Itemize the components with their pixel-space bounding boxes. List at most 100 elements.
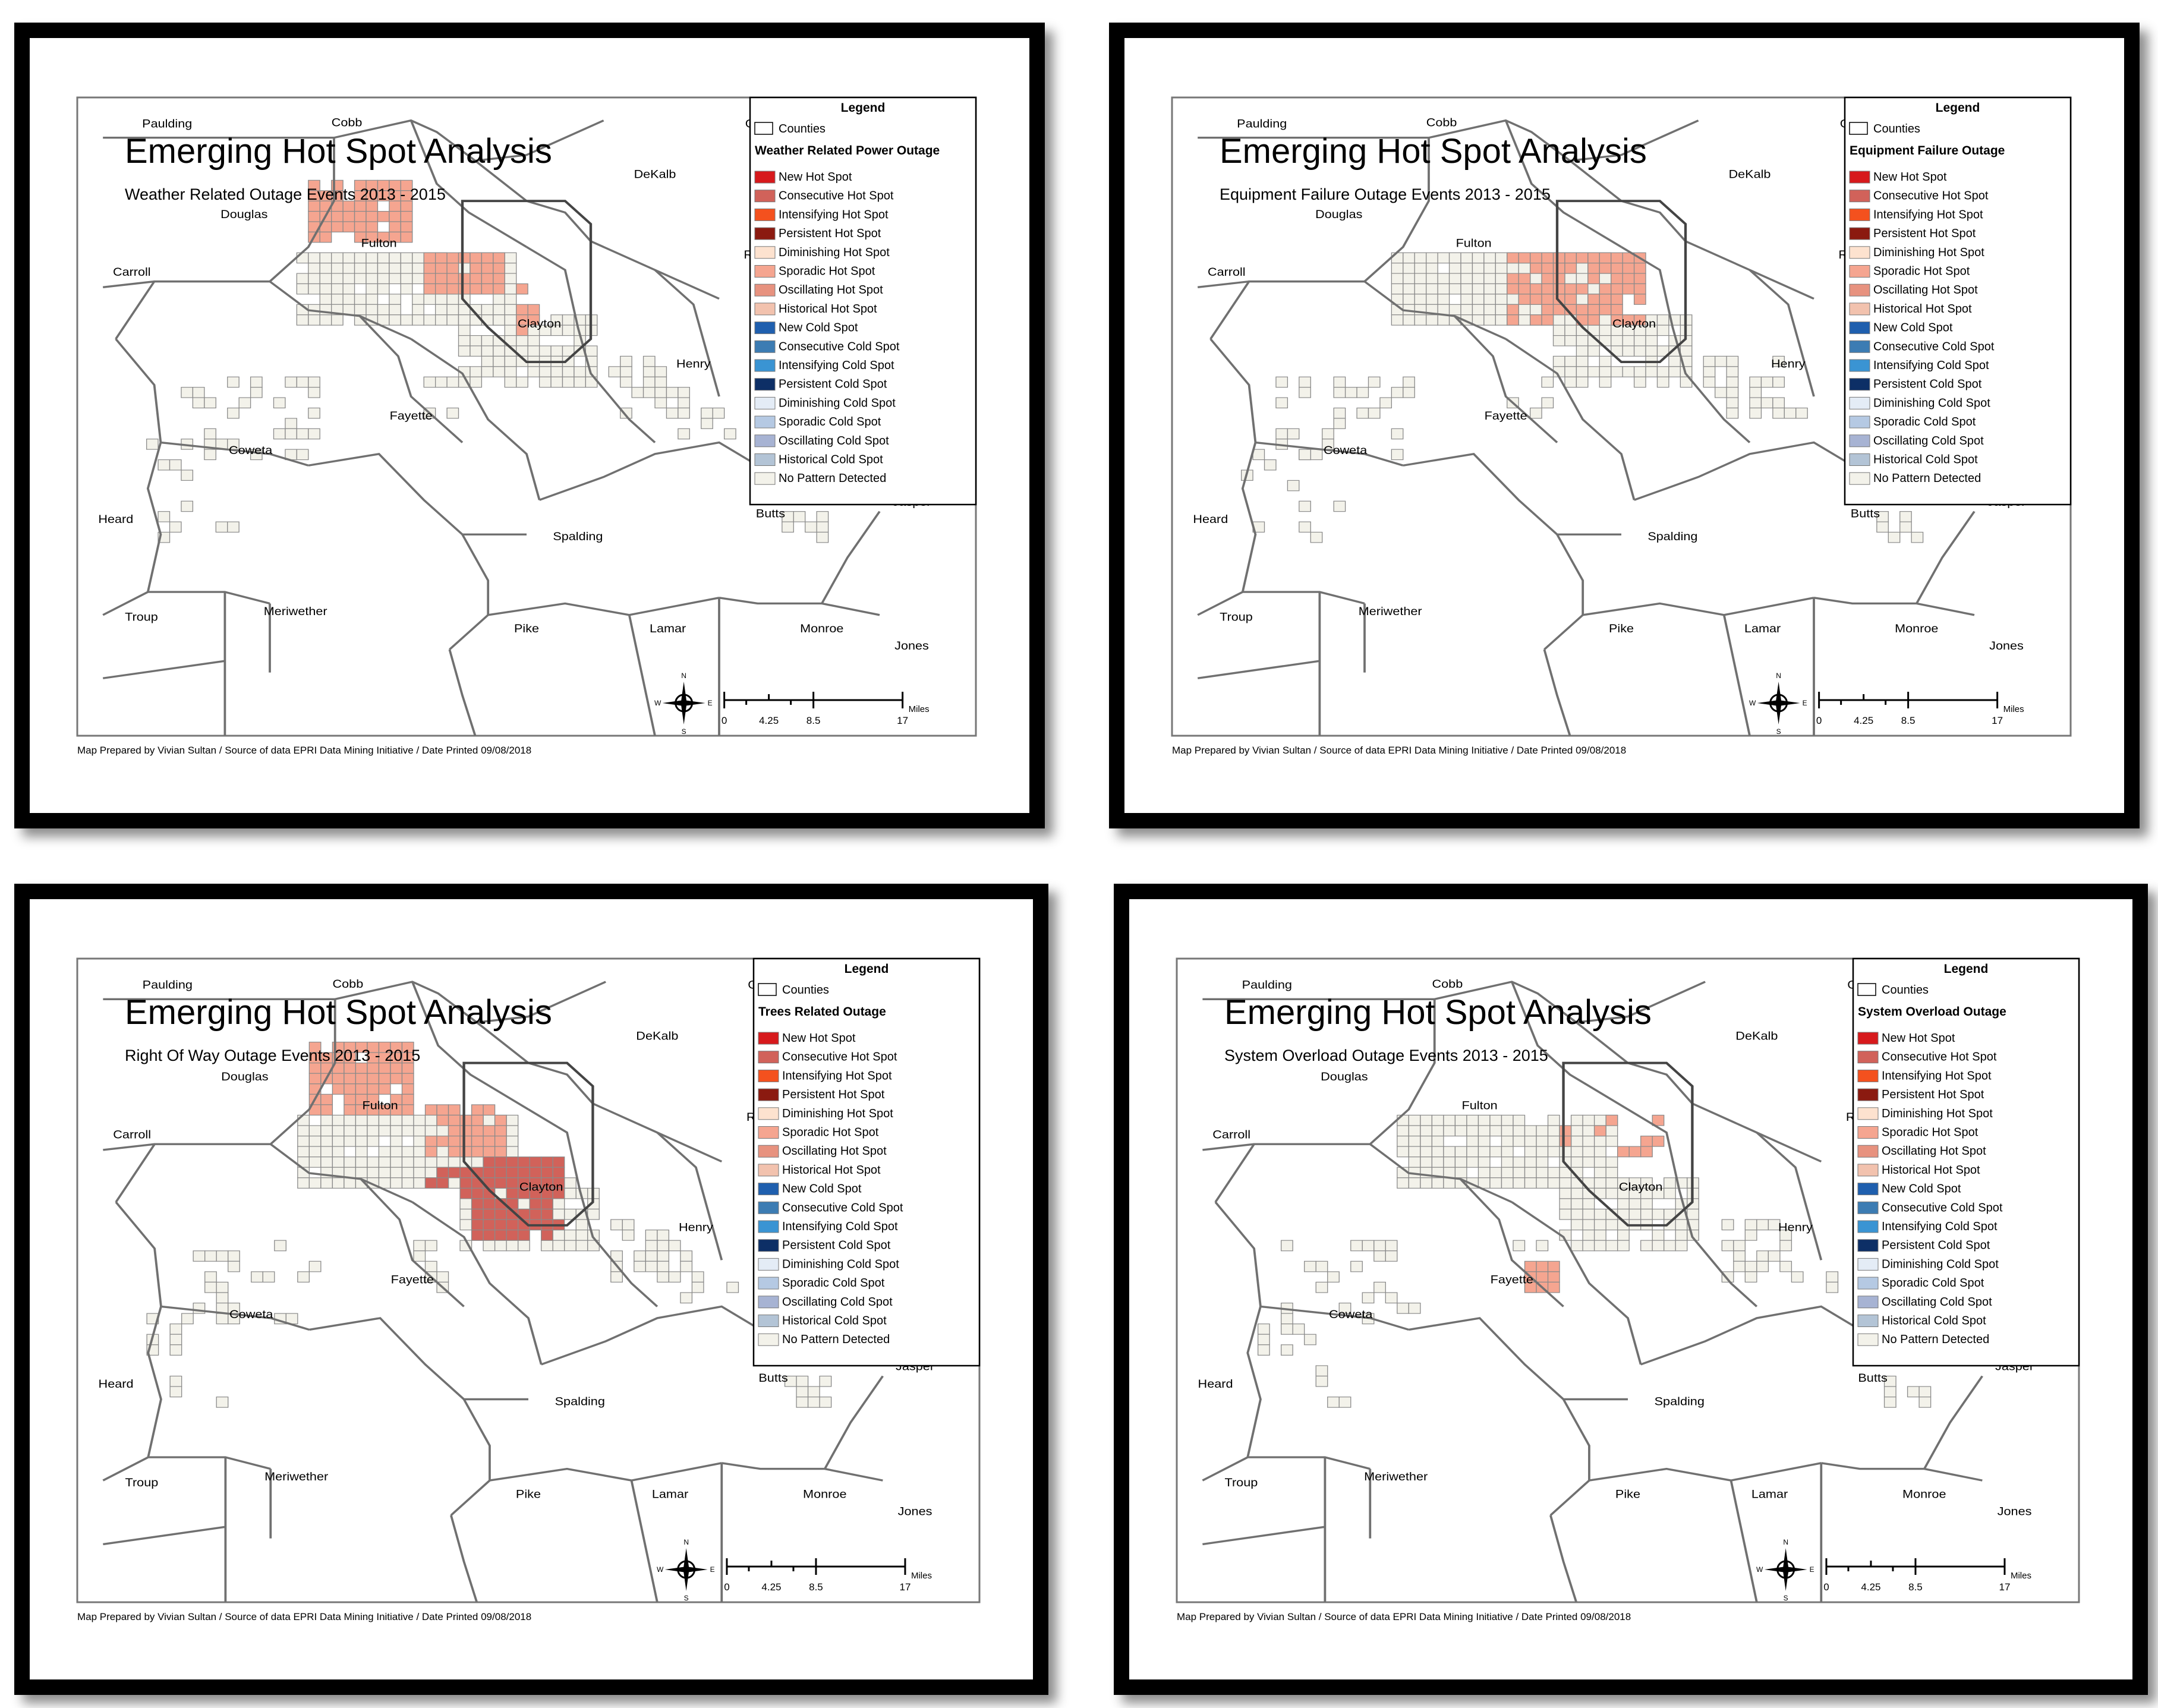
- county-label-carroll: Carroll: [1212, 1128, 1250, 1141]
- sporadic-hot-cell: [1652, 1114, 1665, 1126]
- no-pattern-cell: [1489, 1125, 1502, 1137]
- sporadic-hot-cell: [1559, 1125, 1572, 1137]
- legend-item-label: New Cold Spot: [782, 1183, 862, 1196]
- legend-swatch: [1849, 434, 1870, 448]
- county-line: [1209, 338, 1257, 593]
- no-pattern-cell: [1524, 1125, 1537, 1137]
- county-label-fulton: Fulton: [361, 237, 397, 250]
- no-pattern-cell: [538, 345, 552, 357]
- scale-tick-label: 0: [1816, 715, 1822, 726]
- county-line: [824, 1375, 884, 1470]
- no-pattern-cell: [666, 387, 679, 398]
- compass-s: S: [1776, 727, 1781, 736]
- no-pattern-cell: [1304, 1334, 1316, 1345]
- no-pattern-cell: [1680, 345, 1693, 357]
- sporadic-hot-cell: [1599, 283, 1612, 295]
- no-pattern-cell: [645, 1250, 658, 1262]
- sporadic-hot-cell: [481, 252, 494, 264]
- no-pattern-cell: [1443, 1146, 1456, 1158]
- no-pattern-cell: [481, 355, 494, 367]
- no-pattern-cell: [1593, 1114, 1606, 1126]
- no-pattern-cell: [1883, 1386, 1896, 1398]
- no-pattern-cell: [1617, 1198, 1630, 1210]
- no-pattern-cell: [1315, 1375, 1328, 1387]
- sporadic-hot-cell: [1524, 1260, 1537, 1272]
- no-pattern-cell: [250, 376, 263, 388]
- legend-item-label: No Pattern Detected: [782, 1333, 890, 1346]
- no-pattern-cell: [344, 1114, 357, 1126]
- no-pattern-cell: [1501, 1156, 1514, 1168]
- no-pattern-cell: [1576, 355, 1589, 367]
- no-pattern-cell: [1460, 263, 1473, 274]
- no-pattern-cell: [504, 324, 517, 336]
- no-pattern-cell: [1448, 273, 1461, 285]
- county-label-meriwether: Meriwether: [1364, 1470, 1428, 1483]
- no-pattern-cell: [434, 294, 448, 305]
- scale-tick-label: 0: [724, 1581, 729, 1593]
- no-pattern-cell: [157, 459, 171, 471]
- no-pattern-cell: [1420, 1135, 1433, 1147]
- no-pattern-cell: [296, 283, 309, 295]
- no-pattern-cell: [527, 345, 540, 357]
- counties-swatch: [1849, 122, 1868, 135]
- no-pattern-cell: [575, 1240, 588, 1252]
- no-pattern-cell: [1513, 1156, 1526, 1168]
- no-pattern-cell: [1593, 1146, 1606, 1158]
- no-pattern-cell: [1397, 1177, 1409, 1189]
- map-title: Emerging Hot Spot Analysis: [1224, 993, 1652, 1032]
- compass-rose: [1764, 1548, 1807, 1591]
- no-pattern-cell: [1570, 1135, 1583, 1147]
- no-pattern-cell: [413, 1156, 426, 1168]
- no-pattern-cell: [216, 1281, 229, 1293]
- no-pattern-cell: [1605, 1177, 1618, 1189]
- no-pattern-cell: [1664, 1177, 1676, 1189]
- no-pattern-cell: [390, 1156, 403, 1168]
- sporadic-hot-cell: [1541, 273, 1554, 285]
- scale-tick-label: 4.25: [759, 715, 779, 726]
- legend-item-label: Oscillating Cold Spot: [779, 434, 889, 448]
- no-pattern-cell: [1559, 1146, 1572, 1158]
- sporadic-hot-cell: [434, 252, 448, 264]
- legend-item-label: Intensifying Hot Spot: [779, 208, 889, 221]
- county-label-spalding: Spalding: [1647, 530, 1697, 543]
- no-pattern-cell: [1472, 304, 1485, 316]
- no-pattern-cell: [1495, 263, 1508, 274]
- legend-item-label: Consecutive Cold Spot: [782, 1201, 903, 1214]
- legend-swatch: [754, 265, 776, 278]
- no-pattern-cell: [1826, 1281, 1839, 1293]
- legend-swatch: [1857, 1220, 1879, 1233]
- no-pattern-cell: [645, 1240, 658, 1252]
- counties-swatch: [754, 122, 773, 135]
- no-pattern-cell: [1599, 355, 1612, 367]
- county-line: [1260, 1305, 1409, 1331]
- no-pattern-cell: [319, 273, 332, 285]
- sporadic-hot-cell: [342, 221, 355, 232]
- sporadic-hot-cell: [448, 1125, 461, 1137]
- legend: Legend Counties Trees Related Outage New Ho…: [752, 957, 981, 1367]
- no-pattern-cell: [1576, 366, 1589, 377]
- no-pattern-cell: [1726, 355, 1739, 367]
- no-pattern-cell: [1536, 1167, 1549, 1178]
- no-pattern-cell: [1733, 1240, 1746, 1252]
- sporadic-hot-cell: [1536, 1271, 1549, 1283]
- sporadic-hot-cell: [436, 1114, 449, 1126]
- no-pattern-cell: [332, 1177, 345, 1189]
- county-line: [102, 1456, 271, 1482]
- no-pattern-cell: [412, 263, 424, 274]
- no-pattern-cell: [668, 1271, 681, 1283]
- county-line: [1369, 1143, 1513, 1203]
- no-pattern-cell: [1379, 397, 1393, 409]
- compass-e: E: [710, 1565, 715, 1574]
- consecutive-hot-cell: [459, 1187, 472, 1199]
- county-label-heard: Heard: [98, 513, 133, 526]
- county-line: [448, 649, 477, 736]
- no-pattern-cell: [1483, 273, 1496, 285]
- no-pattern-cell: [1472, 252, 1485, 264]
- no-pattern-cell: [1426, 294, 1438, 305]
- no-pattern-cell: [666, 407, 679, 419]
- sporadic-hot-cell: [401, 1063, 414, 1074]
- no-pattern-cell: [401, 1146, 414, 1158]
- no-pattern-cell: [355, 1135, 368, 1147]
- no-pattern-cell: [446, 376, 459, 388]
- no-pattern-cell: [448, 1156, 461, 1168]
